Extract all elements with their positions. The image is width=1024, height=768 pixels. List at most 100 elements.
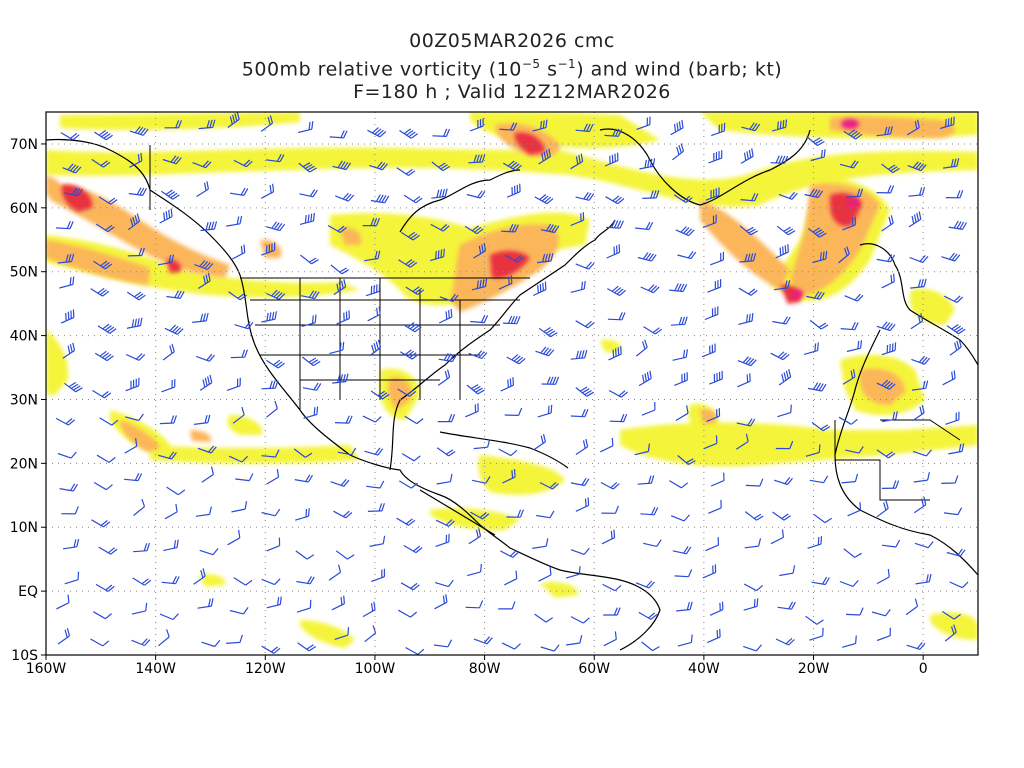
wind-barb (473, 242, 487, 259)
wind-barb (842, 369, 856, 385)
wind-barb (638, 370, 652, 387)
wind-barb (430, 248, 445, 262)
y-tick-label: 70N (10, 137, 38, 153)
x-tick-label: 20W (798, 661, 830, 677)
wind-barb (501, 224, 519, 233)
wind-barb (471, 476, 491, 484)
wind-barb (907, 161, 927, 172)
wind-barb (64, 187, 83, 197)
africa-coast (834, 329, 978, 576)
wind-barb (807, 382, 827, 392)
caribbean (439, 431, 569, 469)
wind-barb (125, 353, 146, 361)
wind-barb (330, 478, 350, 487)
x-tick-label: 160W (26, 661, 67, 677)
wind-barb (62, 163, 82, 174)
wind-barb (600, 481, 620, 490)
wind-barb (770, 155, 789, 164)
wind-barb (809, 475, 829, 484)
x-tick-label: 100W (355, 661, 396, 677)
wind-barb (468, 154, 486, 164)
wind-barb (195, 506, 212, 517)
wind-barb (945, 190, 964, 199)
wind-barb (806, 291, 825, 300)
wind-barb (743, 644, 762, 652)
wind-barb (159, 415, 177, 425)
wind-barb (166, 290, 185, 299)
plot-frame (45, 111, 979, 656)
wind-barb (881, 480, 900, 489)
wind-barb (132, 577, 152, 586)
wind-barb (97, 323, 117, 334)
wind-barb (501, 642, 521, 650)
wind-barb (364, 625, 377, 643)
wind-barb (332, 373, 349, 384)
wind-barb (775, 244, 789, 259)
wind-barb (570, 547, 590, 555)
y-tick-label: 40N (10, 329, 38, 345)
wind-barb (93, 481, 113, 491)
x-tick-label: 80W (469, 661, 501, 677)
wind-barb (298, 162, 317, 173)
wind-barb (603, 607, 621, 616)
wind-barb (845, 607, 864, 616)
wind-barb (540, 644, 560, 652)
wind-barb (810, 149, 826, 162)
wind-barb (608, 389, 628, 398)
wind-barb (945, 411, 960, 425)
wind-barb (232, 244, 246, 260)
wind-barb (641, 641, 660, 652)
wind-barb (124, 438, 138, 454)
wind-barb (432, 128, 451, 137)
vorticity-shading-peak (791, 119, 859, 298)
wind-barb (672, 349, 688, 361)
wind-barb (504, 570, 518, 586)
wind-barb (127, 247, 145, 257)
wind-barb (60, 132, 80, 141)
wind-barb (55, 220, 74, 230)
wind-barb (570, 616, 590, 624)
wind-barb (743, 583, 763, 592)
wind-barb (431, 188, 448, 199)
wind-barb (233, 577, 253, 586)
wind-barb (370, 194, 390, 204)
wind-barb (435, 533, 450, 547)
wind-barb (437, 369, 451, 386)
wind-barb (438, 308, 453, 324)
wind-barb (811, 576, 830, 586)
wind-barb (364, 447, 384, 456)
wind-barb (635, 580, 655, 589)
wind-barb (261, 449, 280, 458)
wind-barb (403, 194, 423, 204)
na-east-coast (389, 219, 616, 471)
wind-barb (125, 413, 144, 422)
wind-barb (228, 455, 249, 463)
wind-barb (914, 541, 934, 549)
wind-barb (369, 535, 386, 547)
wind-barb (811, 421, 831, 432)
wind-barb (266, 221, 286, 232)
wind-barb (91, 158, 111, 168)
wind-barb (607, 285, 627, 297)
x-axis-ticks: 160W 140W 120W 100W 80W 60W 40W 20W 0 (26, 655, 928, 677)
wind-barb (743, 598, 759, 611)
wind-barb (607, 312, 626, 321)
wind-barb (711, 122, 726, 137)
wind-barb (158, 629, 170, 647)
wind-barb (803, 342, 819, 355)
wind-barb (500, 550, 520, 558)
wind-barb (126, 317, 143, 329)
wind-barb (774, 477, 793, 486)
wind-barb (231, 501, 248, 513)
y-axis-ticks: 70N 60N 50N 40N 30N 20N 10N EQ 10S (10, 137, 46, 664)
x-tick-label: 140W (135, 661, 176, 677)
wind-barb (157, 254, 174, 266)
wind-barb (226, 377, 241, 391)
x-tick-label: 40W (688, 661, 720, 677)
wind-barb (124, 472, 143, 482)
wind-barb (846, 188, 864, 198)
wind-barb (737, 373, 751, 388)
wind-barb (261, 311, 277, 323)
wind-barb (738, 287, 758, 296)
